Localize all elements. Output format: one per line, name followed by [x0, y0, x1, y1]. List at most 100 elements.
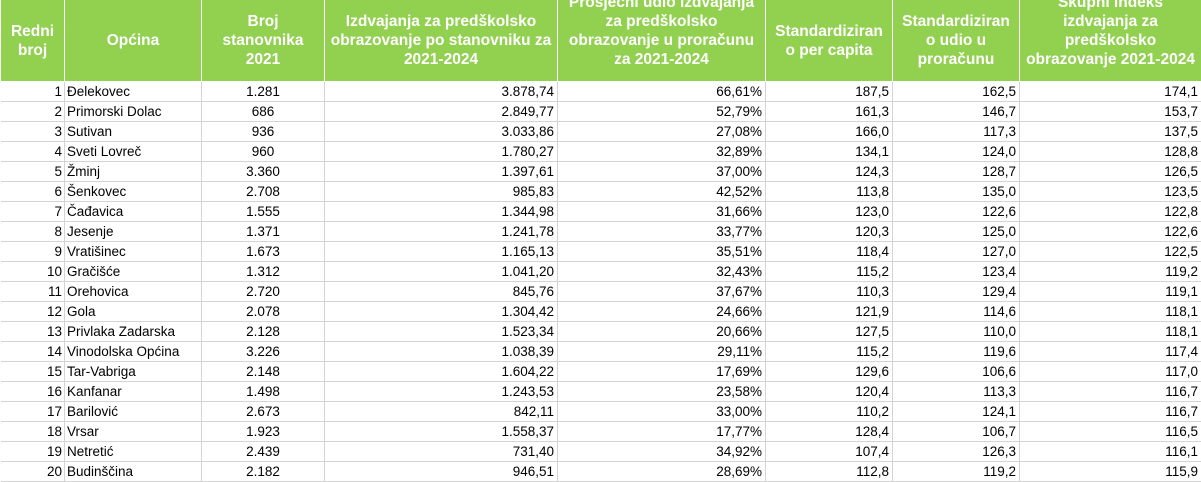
cell-opcina[interactable]: Kanfanar — [65, 382, 202, 402]
cell-broj-stanovnika[interactable]: 1.371 — [202, 222, 325, 242]
cell-std-udio[interactable]: 129,4 — [893, 282, 1020, 302]
header-cell-standardizirano-per-capita[interactable]: Standardiziran o per capita — [766, 0, 893, 82]
cell-redni-broj[interactable]: 7 — [1, 202, 65, 222]
cell-opcina[interactable]: Budinščina — [65, 462, 202, 482]
cell-std-per-capita[interactable]: 115,2 — [766, 262, 893, 282]
cell-prosjecni-udio[interactable]: 34,92% — [558, 442, 766, 462]
cell-opcina[interactable]: Tar-Vabriga — [65, 362, 202, 382]
cell-izdvajanja[interactable]: 1.397,61 — [325, 162, 558, 182]
cell-izdvajanja[interactable]: 1.604,22 — [325, 362, 558, 382]
cell-std-per-capita[interactable]: 166,0 — [766, 122, 893, 142]
header-cell-skupni-indeks[interactable]: Skupni indeks izdvajanja za predškolsko … — [1020, 0, 1201, 82]
cell-opcina[interactable]: Netretić — [65, 442, 202, 462]
cell-prosjecni-udio[interactable]: 33,00% — [558, 402, 766, 422]
cell-opcina[interactable]: Primorski Dolac — [65, 102, 202, 122]
cell-prosjecni-udio[interactable]: 35,51% — [558, 242, 766, 262]
cell-skupni-indeks[interactable]: 118,1 — [1020, 302, 1201, 322]
cell-opcina[interactable]: Čađavica — [65, 202, 202, 222]
cell-redni-broj[interactable]: 17 — [1, 402, 65, 422]
cell-opcina[interactable]: Orehovica — [65, 282, 202, 302]
cell-izdvajanja[interactable]: 1.165,13 — [325, 242, 558, 262]
cell-izdvajanja[interactable]: 1.038,39 — [325, 342, 558, 362]
cell-skupni-indeks[interactable]: 119,1 — [1020, 282, 1201, 302]
cell-broj-stanovnika[interactable]: 1.555 — [202, 202, 325, 222]
cell-redni-broj[interactable]: 1 — [1, 82, 65, 102]
cell-redni-broj[interactable]: 2 — [1, 102, 65, 122]
cell-izdvajanja[interactable]: 3.033,86 — [325, 122, 558, 142]
cell-broj-stanovnika[interactable]: 3.226 — [202, 342, 325, 362]
cell-opcina[interactable]: Vinodolska Općina — [65, 342, 202, 362]
cell-skupni-indeks[interactable]: 116,5 — [1020, 422, 1201, 442]
cell-std-per-capita[interactable]: 110,3 — [766, 282, 893, 302]
cell-skupni-indeks[interactable]: 137,5 — [1020, 122, 1201, 142]
cell-skupni-indeks[interactable]: 115,9 — [1020, 462, 1201, 482]
cell-std-per-capita[interactable]: 187,5 — [766, 82, 893, 102]
cell-std-udio[interactable]: 127,0 — [893, 242, 1020, 262]
cell-skupni-indeks[interactable]: 122,5 — [1020, 242, 1201, 262]
cell-std-udio[interactable]: 135,0 — [893, 182, 1020, 202]
cell-prosjecni-udio[interactable]: 17,69% — [558, 362, 766, 382]
cell-broj-stanovnika[interactable]: 2.708 — [202, 182, 325, 202]
cell-broj-stanovnika[interactable]: 1.673 — [202, 242, 325, 262]
header-cell-opcina[interactable]: Općina — [65, 0, 202, 82]
cell-izdvajanja[interactable]: 1.780,27 — [325, 142, 558, 162]
cell-std-udio[interactable]: 146,7 — [893, 102, 1020, 122]
cell-skupni-indeks[interactable]: 116,7 — [1020, 382, 1201, 402]
cell-prosjecni-udio[interactable]: 37,67% — [558, 282, 766, 302]
cell-broj-stanovnika[interactable]: 960 — [202, 142, 325, 162]
cell-prosjecni-udio[interactable]: 24,66% — [558, 302, 766, 322]
cell-std-per-capita[interactable]: 134,1 — [766, 142, 893, 162]
cell-izdvajanja[interactable]: 3.878,74 — [325, 82, 558, 102]
cell-opcina[interactable]: Žminj — [65, 162, 202, 182]
cell-std-udio[interactable]: 110,0 — [893, 322, 1020, 342]
cell-std-udio[interactable]: 106,7 — [893, 422, 1020, 442]
cell-izdvajanja[interactable]: 842,11 — [325, 402, 558, 422]
cell-skupni-indeks[interactable]: 122,8 — [1020, 202, 1201, 222]
cell-std-per-capita[interactable]: 115,2 — [766, 342, 893, 362]
cell-redni-broj[interactable]: 16 — [1, 382, 65, 402]
cell-redni-broj[interactable]: 12 — [1, 302, 65, 322]
cell-prosjecni-udio[interactable]: 32,43% — [558, 262, 766, 282]
cell-skupni-indeks[interactable]: 116,7 — [1020, 402, 1201, 422]
cell-izdvajanja[interactable]: 985,83 — [325, 182, 558, 202]
cell-redni-broj[interactable]: 19 — [1, 442, 65, 462]
header-cell-prosjecni-udio[interactable]: Prosječni udio izdvajanja za predškolsko… — [558, 0, 766, 82]
cell-std-per-capita[interactable]: 120,3 — [766, 222, 893, 242]
cell-redni-broj[interactable]: 9 — [1, 242, 65, 262]
cell-redni-broj[interactable]: 13 — [1, 322, 65, 342]
cell-izdvajanja[interactable]: 1.243,53 — [325, 382, 558, 402]
cell-broj-stanovnika[interactable]: 2.182 — [202, 462, 325, 482]
cell-broj-stanovnika[interactable]: 1.281 — [202, 82, 325, 102]
cell-prosjecni-udio[interactable]: 66,61% — [558, 82, 766, 102]
cell-redni-broj[interactable]: 15 — [1, 362, 65, 382]
cell-std-udio[interactable]: 126,3 — [893, 442, 1020, 462]
cell-skupni-indeks[interactable]: 119,2 — [1020, 262, 1201, 282]
cell-opcina[interactable]: Gračišće — [65, 262, 202, 282]
cell-broj-stanovnika[interactable]: 2.128 — [202, 322, 325, 342]
cell-izdvajanja[interactable]: 1.304,42 — [325, 302, 558, 322]
cell-std-per-capita[interactable]: 110,2 — [766, 402, 893, 422]
cell-std-udio[interactable]: 119,2 — [893, 462, 1020, 482]
cell-std-per-capita[interactable]: 128,4 — [766, 422, 893, 442]
cell-prosjecni-udio[interactable]: 31,66% — [558, 202, 766, 222]
cell-std-per-capita[interactable]: 124,3 — [766, 162, 893, 182]
cell-opcina[interactable]: Šenkovec — [65, 182, 202, 202]
header-cell-broj-stanovnika[interactable]: Broj stanovnika 2021 — [202, 0, 325, 82]
cell-broj-stanovnika[interactable]: 3.360 — [202, 162, 325, 182]
cell-std-udio[interactable]: 124,0 — [893, 142, 1020, 162]
cell-skupni-indeks[interactable]: 123,5 — [1020, 182, 1201, 202]
cell-skupni-indeks[interactable]: 126,5 — [1020, 162, 1201, 182]
cell-prosjecni-udio[interactable]: 32,89% — [558, 142, 766, 162]
cell-std-udio[interactable]: 124,1 — [893, 402, 1020, 422]
cell-opcina[interactable]: Vrsar — [65, 422, 202, 442]
cell-std-per-capita[interactable]: 121,9 — [766, 302, 893, 322]
cell-std-udio[interactable]: 119,6 — [893, 342, 1020, 362]
cell-std-per-capita[interactable]: 112,8 — [766, 462, 893, 482]
cell-std-per-capita[interactable]: 113,8 — [766, 182, 893, 202]
cell-std-udio[interactable]: 117,3 — [893, 122, 1020, 142]
cell-prosjecni-udio[interactable]: 37,00% — [558, 162, 766, 182]
cell-redni-broj[interactable]: 6 — [1, 182, 65, 202]
cell-izdvajanja[interactable]: 946,51 — [325, 462, 558, 482]
cell-std-udio[interactable]: 128,7 — [893, 162, 1020, 182]
cell-izdvajanja[interactable]: 1.523,34 — [325, 322, 558, 342]
